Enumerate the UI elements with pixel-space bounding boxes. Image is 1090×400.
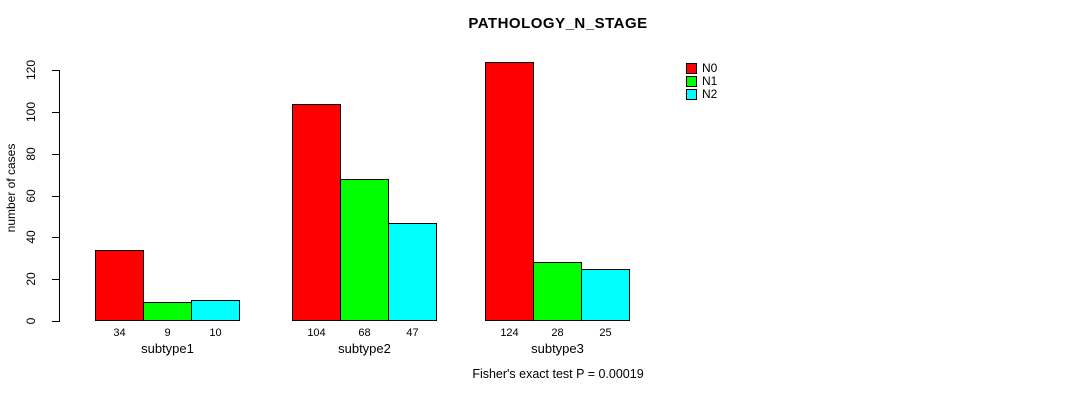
legend-item-n0: N0 <box>686 62 717 75</box>
legend-item-label: N1 <box>702 74 718 88</box>
bar-value-label: 47 <box>406 327 419 339</box>
bar-n2-subtype2 <box>388 223 437 321</box>
y-axis-tick-label: 60 <box>24 189 38 203</box>
legend-item-n2: N2 <box>686 88 717 101</box>
y-axis-tick-label: 100 <box>24 101 38 123</box>
fisher-test-annotation: Fisher's exact test P = 0.00019 <box>472 367 644 381</box>
y-axis-tick <box>52 70 60 71</box>
bar-value-label: 25 <box>599 327 612 339</box>
bar-value-label: 28 <box>551 327 564 339</box>
bar-n2-subtype1 <box>191 300 240 321</box>
legend-item-label: N2 <box>702 87 718 101</box>
bar-n0-subtype3 <box>485 62 534 321</box>
legend-item-n1: N1 <box>686 75 717 88</box>
bar-value-label: 124 <box>500 327 519 339</box>
bar-value-label: 10 <box>209 327 222 339</box>
bar-n0-subtype1 <box>95 250 144 321</box>
y-axis-title: number of cases <box>4 143 18 233</box>
y-axis-tick <box>52 321 60 322</box>
chart-title: PATHOLOGY_N_STAGE <box>468 15 648 32</box>
y-axis-tick-label: 40 <box>24 230 38 244</box>
y-axis-tick-label: 80 <box>24 147 38 161</box>
bar-value-label: 9 <box>164 327 171 339</box>
y-axis-tick-label: 20 <box>24 272 38 286</box>
bar-n1-subtype3 <box>533 262 582 321</box>
bar-n2-subtype3 <box>581 269 630 321</box>
category-label-subtype1: subtype1 <box>141 341 194 356</box>
y-axis-tick <box>52 112 60 113</box>
bar-value-label: 68 <box>358 327 371 339</box>
y-axis-tick <box>52 196 60 197</box>
legend-swatch-icon <box>686 63 697 74</box>
bar-n1-subtype1 <box>143 302 192 321</box>
bar-value-label: 34 <box>113 327 126 339</box>
y-axis-tick <box>52 237 60 238</box>
category-label-subtype2: subtype2 <box>338 341 391 356</box>
y-axis-tick-label: 120 <box>24 59 38 81</box>
y-axis-tick <box>52 154 60 155</box>
bar-n1-subtype2 <box>340 179 389 321</box>
legend-swatch-icon <box>686 76 697 87</box>
bar-value-label: 104 <box>307 327 326 339</box>
legend-item-label: N0 <box>702 61 718 75</box>
legend: N0 N1 N2 <box>686 62 717 101</box>
y-axis-tick <box>52 279 60 280</box>
bar-n0-subtype2 <box>292 104 341 321</box>
legend-swatch-icon <box>686 89 697 100</box>
y-axis-tick-label: 0 <box>24 317 38 325</box>
category-label-subtype3: subtype3 <box>531 341 584 356</box>
